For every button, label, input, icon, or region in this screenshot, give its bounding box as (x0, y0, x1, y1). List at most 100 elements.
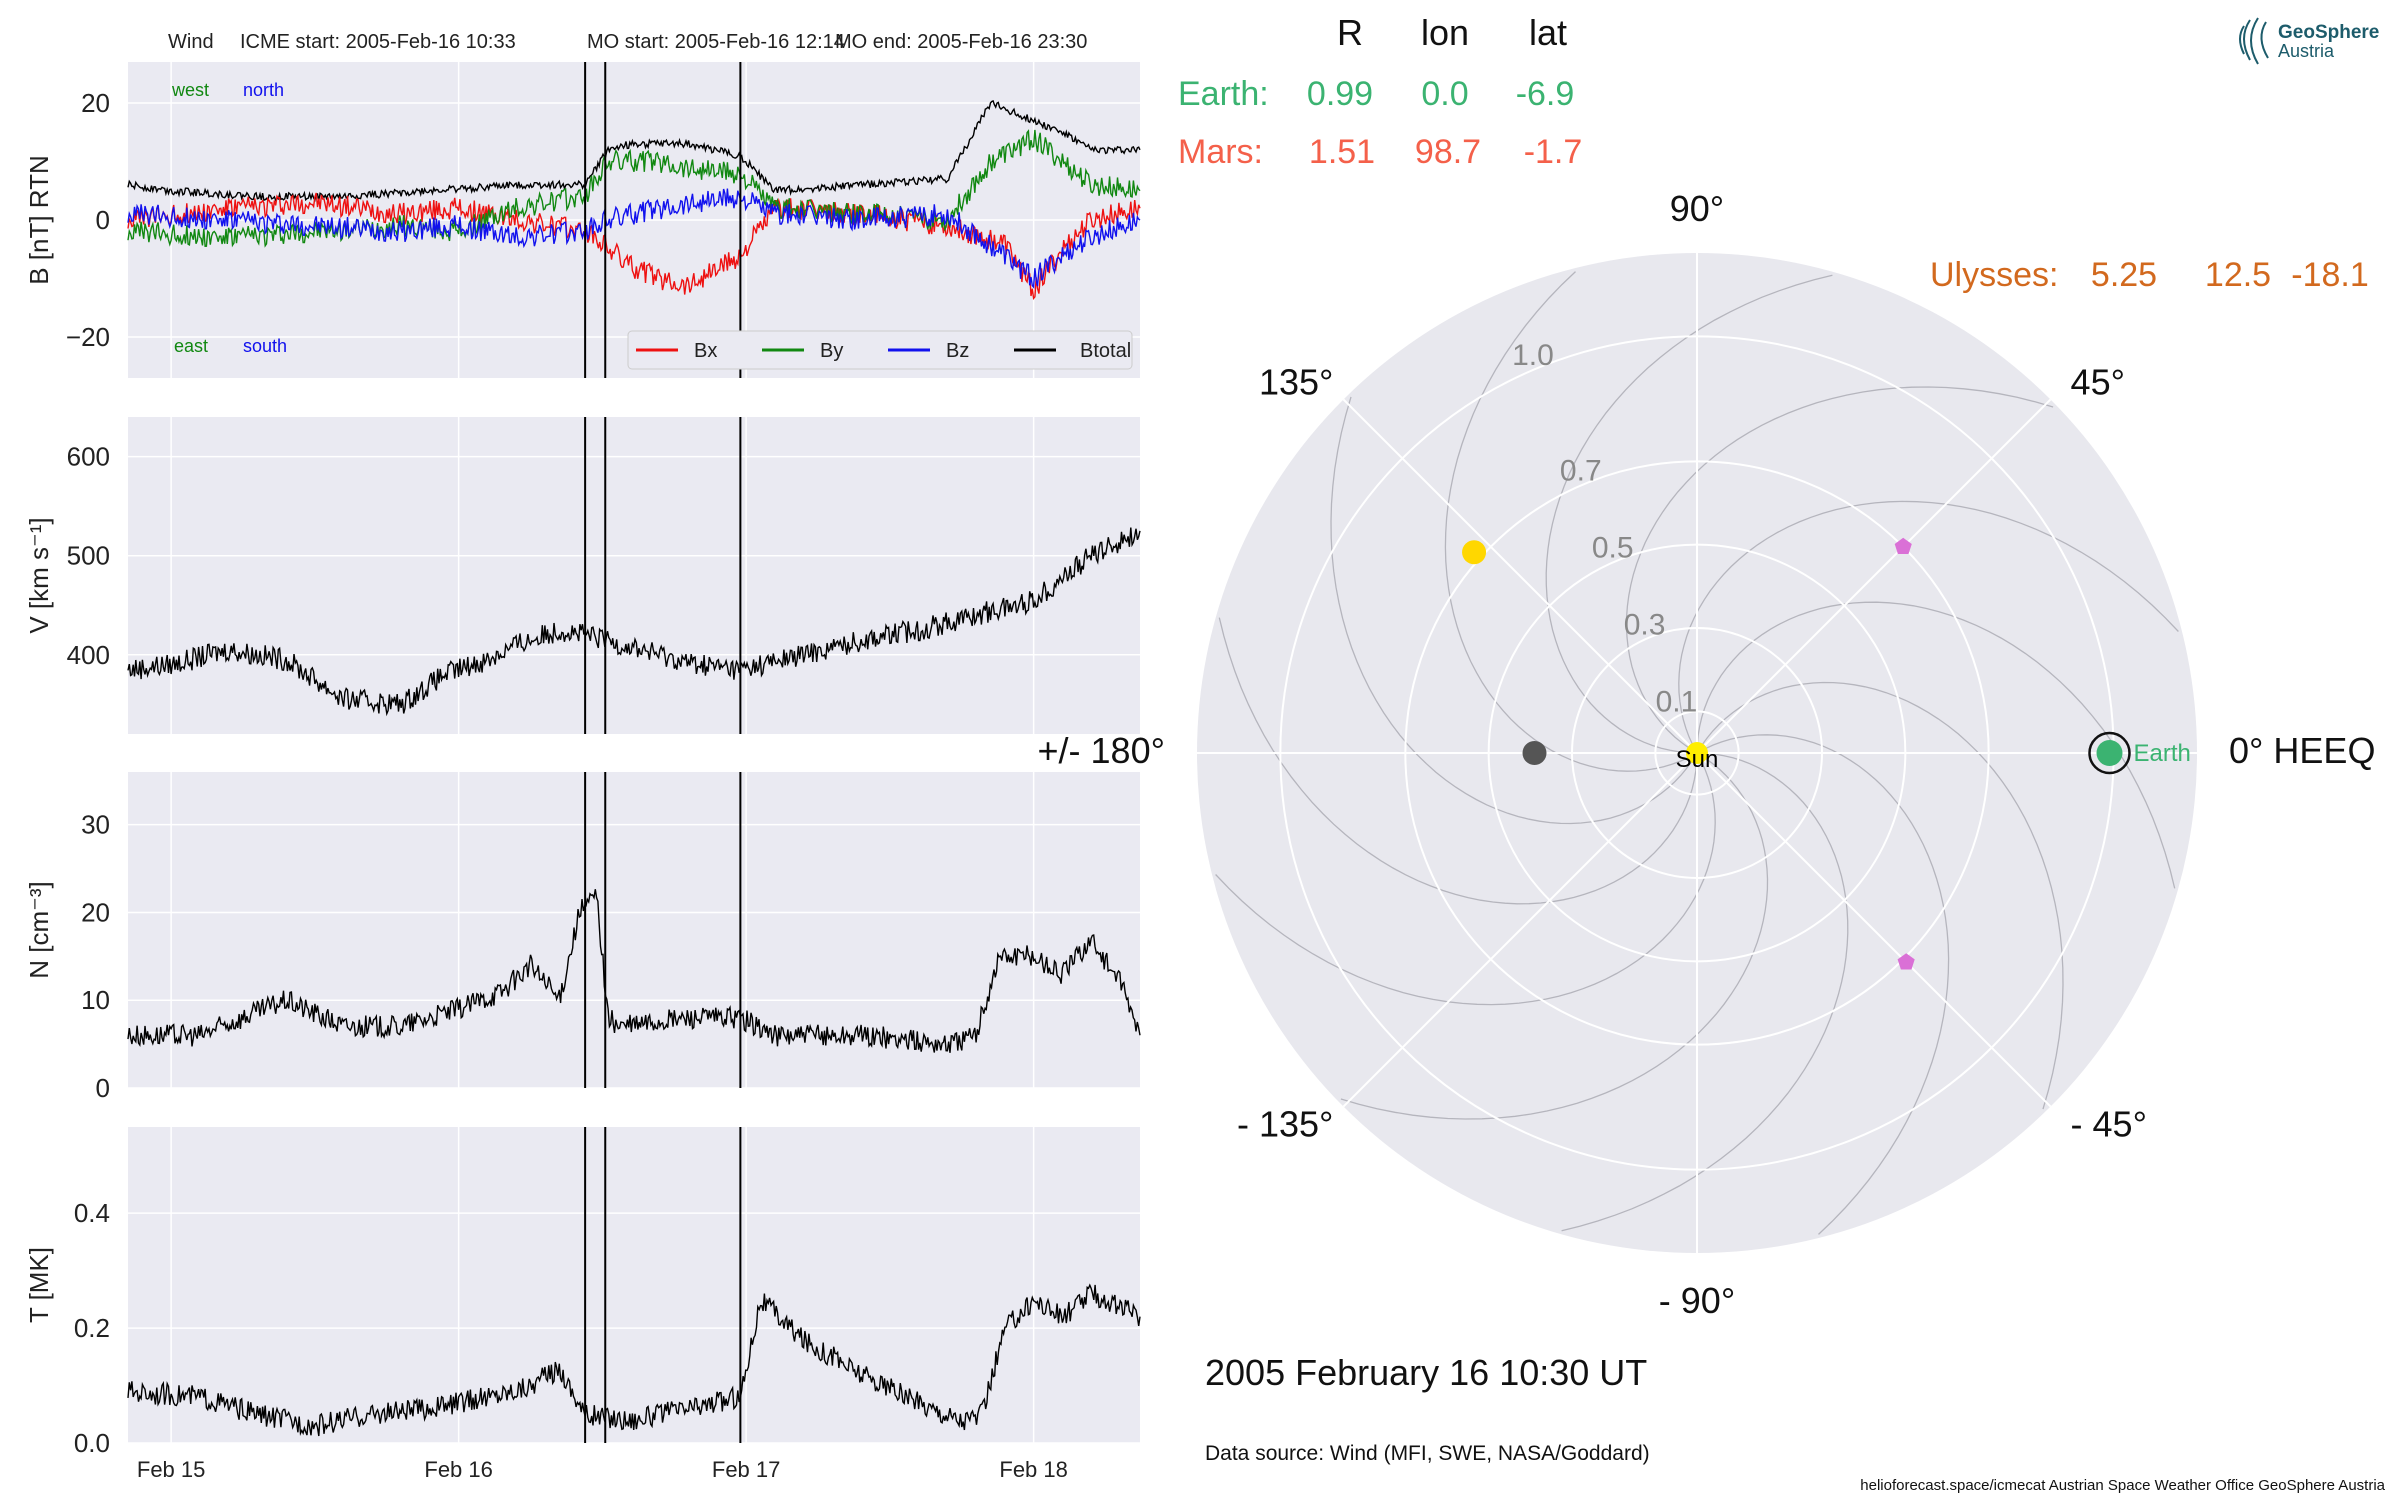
ulysses-row-name: Ulysses: (1930, 256, 2058, 294)
y-axis-label: N [cm⁻³] (24, 881, 54, 979)
spiral-line (1696, 734, 1950, 1235)
ulysses-row-r: 5.25 (2091, 256, 2157, 294)
angle-label: - 90° (1659, 1280, 1735, 1321)
angular-grid-line (1342, 752, 1698, 1108)
panel-background (128, 417, 1140, 734)
col-header-lon: lon (1421, 12, 1469, 53)
spiral-line (1625, 386, 2054, 754)
earth-row-r: 0.99 (1307, 75, 1373, 113)
series-line-n (127, 889, 1141, 1053)
venus-marker (1462, 540, 1487, 565)
y-tick-label: 0.0 (74, 1428, 110, 1458)
y-tick-label: 0.2 (74, 1313, 110, 1343)
angle-label: 90° (1670, 188, 1724, 229)
spacecraft-a-marker (1894, 537, 1912, 554)
legend-label-bz: Bz (946, 340, 969, 362)
label-south: south (243, 336, 287, 356)
angle-label: 135° (1259, 361, 1333, 402)
icme-start: ICME start: 2005-Feb-16 10:33 (240, 31, 516, 53)
spacecraft-b-marker (1897, 953, 1915, 970)
angular-grid-line (1696, 398, 2052, 754)
earth-ring (2088, 731, 2131, 775)
series-line-bx (127, 192, 1141, 301)
angular-grid-line (1342, 398, 1698, 754)
spiral-line (1678, 500, 2179, 754)
legend: Bx By Bz Btotal (627, 330, 1133, 370)
mercury-marker (1522, 741, 1547, 765)
ulysses-row-lon: 12.5 (2205, 256, 2271, 294)
spiral-line (1340, 752, 1769, 1120)
mars-row-r: 1.51 (1309, 133, 1375, 171)
y-tick-label: 0 (96, 205, 110, 235)
mars-row-lat: -1.7 (1524, 133, 1583, 171)
y-tick-label: 20 (81, 88, 110, 118)
legend-label-bx: Bx (694, 340, 717, 362)
sun-marker (1686, 742, 1708, 764)
panel-4: 0.0 0.2 0.4 T [MK] Feb 15 Feb 16 Feb 17 Feb 18 (24, 1127, 1141, 1482)
angle-label: - 45° (2071, 1104, 2147, 1145)
header-line: Wind ICME start: 2005-Feb-16 10:33 MO st… (168, 31, 1087, 53)
legend-label-btotal: Btotal (1080, 340, 1131, 362)
mars-row-lon: 98.7 (1415, 133, 1481, 171)
y-tick-label: 0 (96, 1073, 110, 1103)
earth-row-name: Earth: (1178, 75, 1269, 113)
x-tick-label: Feb 18 (999, 1457, 1068, 1482)
panel-background (128, 772, 1140, 1088)
spiral-line (1218, 617, 1698, 905)
earth-label: Earth (2134, 740, 2191, 767)
y-tick-label: 10 (81, 985, 110, 1015)
positions-table: R lon lat Earth: 0.99 0.0 -6.9 Mars: 1.5… (1178, 12, 2369, 294)
earth-row-lat: -6.9 (1516, 75, 1575, 113)
x-tick-label: Feb 16 (424, 1457, 493, 1482)
series-line-by (127, 129, 1141, 248)
angle-label: 45° (2071, 361, 2125, 402)
radial-tick-label: 0.5 (1592, 531, 1634, 564)
geosphere-logo: GeoSphere Austria (2239, 17, 2379, 65)
spiral-line (1545, 274, 1833, 754)
radial-tick-label: 1.0 (1512, 339, 1554, 372)
spiral-line (1561, 752, 1849, 1232)
radial-tick-label: 0.1 (1656, 685, 1698, 718)
footer-credits: helioforecast.space/icmecat Austrian Spa… (1860, 1477, 2385, 1494)
y-tick-label: 400 (67, 640, 110, 670)
time-series-panels: −20 0 20 B [nT] RTN west north east south Bx By Bz… (24, 62, 1141, 1482)
angular-grid-line (1696, 752, 2052, 1108)
logo-mark-icon (2239, 17, 2269, 65)
col-header-r: R (1337, 12, 1363, 53)
legend-label-by: By (820, 340, 843, 362)
angle-label: - 135° (1237, 1104, 1333, 1145)
ulysses-row-lat: -18.1 (2291, 256, 2369, 294)
spiral-line (1696, 601, 2176, 889)
spiral-line (1444, 271, 1698, 772)
panel-3: 0 10 20 30 N [cm⁻³] (24, 772, 1141, 1103)
y-axis-label: T [MK] (24, 1247, 54, 1323)
x-tick-label: Feb 17 (712, 1457, 781, 1482)
earth-row-lon: 0.0 (1421, 75, 1468, 113)
heeq-polar-plot: 0.1 0.3 0.5 0.7 1.0 90° 45° 0° HEEQ - 45° - 90° - … (1038, 188, 2376, 1321)
spiral-line (1215, 752, 1716, 1006)
y-tick-label: 0.4 (74, 1198, 110, 1228)
series-line-bz (127, 188, 1141, 289)
panel-2: 400 500 600 V [km s⁻¹] (24, 417, 1141, 734)
label-north: north (243, 80, 284, 100)
series-line-v (127, 527, 1141, 717)
radial-tick-label: 0.7 (1560, 454, 1602, 487)
radial-tick-label: 0.3 (1624, 608, 1666, 641)
label-east: east (174, 336, 208, 356)
spacecraft-name: Wind (168, 31, 214, 53)
series-line-t (127, 1283, 1141, 1437)
logo-line2: Austria (2278, 41, 2335, 61)
mo-start: MO start: 2005-Feb-16 12:14 (587, 31, 845, 53)
angle-label: +/- 180° (1038, 730, 1165, 771)
mo-end: MO end: 2005-Feb-16 23:30 (835, 31, 1087, 53)
y-tick-label: 30 (81, 810, 110, 840)
mars-row-name: Mars: (1178, 133, 1263, 171)
y-tick-label: 20 (81, 897, 110, 927)
y-axis-label: V [km s⁻¹] (24, 517, 54, 633)
y-tick-label: 500 (67, 541, 110, 571)
logo-line1: GeoSphere (2278, 22, 2379, 43)
spiral-lines (1215, 271, 2179, 1235)
panel-1: −20 0 20 B [nT] RTN west north east south Bx By Bz… (24, 62, 1141, 378)
spiral-line (1696, 681, 2064, 1110)
